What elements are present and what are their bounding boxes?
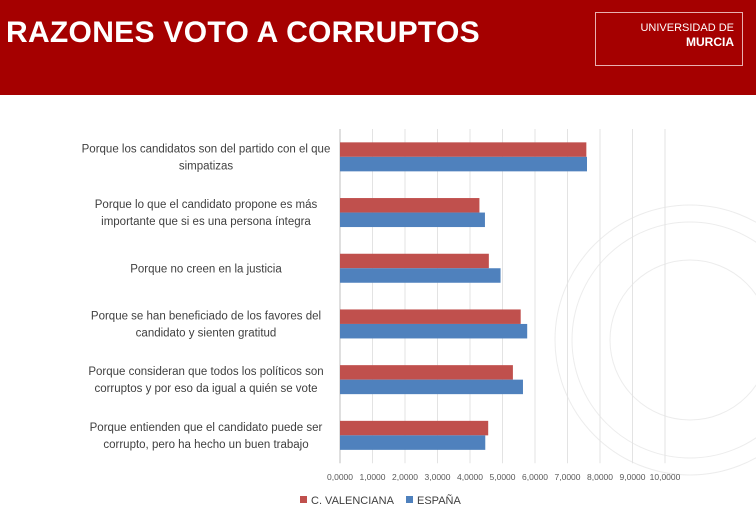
legend-label: ESPAÑA — [417, 494, 461, 507]
bar-c-valenciana — [340, 420, 489, 436]
bar-espana — [340, 435, 486, 450]
category-label: Porque lo que el candidato propone es má… — [95, 199, 318, 211]
x-tick-label: 4,0000 — [457, 472, 483, 482]
bar-c-valenciana — [340, 142, 587, 157]
category-label: Porque los candidatos son del partido co… — [82, 143, 331, 155]
legend-swatch — [300, 496, 307, 503]
bar-c-valenciana — [340, 253, 489, 269]
category-label: Porque no creen en la justicia — [130, 263, 282, 275]
x-tick-label: 2,0000 — [392, 472, 418, 482]
legend-label: C. VALENCIANA — [311, 495, 395, 507]
category-label: Porque consideran que todos los político… — [88, 366, 323, 378]
category-label: Porque se han beneficiado de los favores… — [91, 310, 321, 322]
category-label: candidato y sienten gratitud — [136, 327, 277, 339]
logo-line1: UNIVERSIDAD DE — [640, 22, 734, 34]
header-banner: RAZONES VOTO A CORRUPTOS UNIVERSIDAD DE … — [0, 0, 756, 95]
x-tick-label: 8,0000 — [587, 472, 613, 482]
legend-swatch — [406, 496, 413, 503]
university-logo: UNIVERSIDAD DE MURCIA — [595, 12, 743, 66]
bar-espana — [340, 212, 485, 228]
x-tick-label: 7,0000 — [555, 472, 581, 482]
category-label: Porque entienden que el candidato puede … — [90, 422, 323, 434]
category-label: simpatizas — [179, 160, 234, 172]
x-tick-label: 9,0000 — [620, 472, 646, 482]
bar-c-valenciana — [340, 365, 513, 380]
bar-c-valenciana — [340, 309, 521, 324]
x-tick-label: 5,0000 — [490, 472, 516, 482]
category-label: corruptos y por eso da igual a quién se … — [94, 383, 317, 395]
bar-espana — [340, 156, 587, 172]
bar-espana — [340, 268, 501, 283]
page-title: RAZONES VOTO A CORRUPTOS — [6, 16, 480, 49]
category-label: corrupto, pero ha hecho un buen trabajo — [103, 439, 308, 451]
university-seal-watermark — [554, 204, 756, 476]
bar-espana — [340, 323, 528, 339]
category-label: importante que si es una persona íntegra — [101, 216, 311, 228]
bar-c-valenciana — [340, 198, 480, 213]
x-tick-label: 3,0000 — [425, 472, 451, 482]
x-tick-label: 10,0000 — [650, 472, 681, 482]
bar-espana — [340, 379, 523, 395]
x-tick-label: 1,0000 — [360, 472, 386, 482]
logo-line2: MURCIA — [686, 35, 734, 49]
x-tick-label: 6,0000 — [522, 472, 548, 482]
x-tick-label: 0,0000 — [327, 472, 353, 482]
